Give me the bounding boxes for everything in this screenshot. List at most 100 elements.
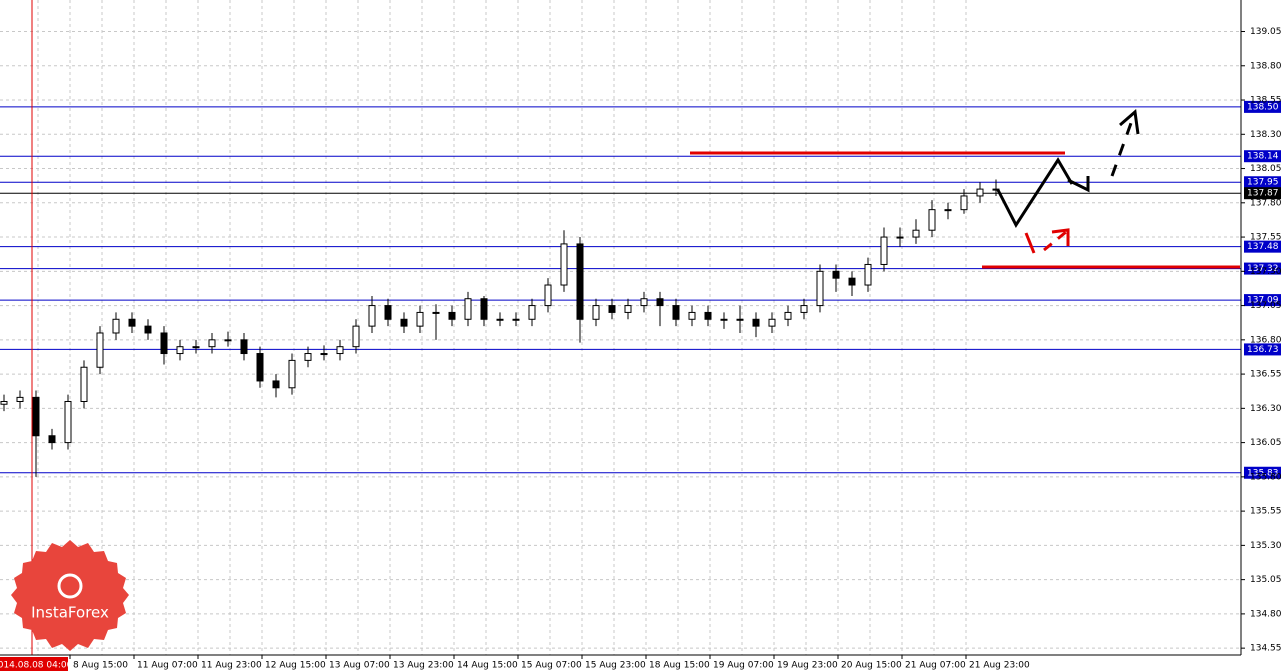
y-tick-label: 134.55 bbox=[1250, 644, 1282, 654]
candle-body bbox=[928, 209, 936, 231]
candle-body bbox=[0, 400, 8, 405]
x-tick-label: 15 Aug 07:00 bbox=[521, 661, 582, 671]
level-label-bg bbox=[1244, 187, 1281, 200]
y-tick-label: 135.80 bbox=[1250, 472, 1282, 482]
candle-body bbox=[848, 277, 856, 286]
level-label: 137.48 bbox=[1247, 242, 1279, 252]
y-tick-label: 138.30 bbox=[1250, 130, 1282, 140]
x-tick-label: 14 Aug 15:00 bbox=[457, 661, 518, 671]
candle-body bbox=[912, 229, 920, 238]
y-tick-label: 136.80 bbox=[1250, 335, 1282, 345]
candle-body bbox=[384, 305, 392, 320]
alt-arrow bbox=[1051, 228, 1070, 246]
candle-body bbox=[48, 435, 56, 444]
x-tick-label: 21 Aug 07:00 bbox=[905, 661, 966, 671]
candle-body bbox=[480, 298, 488, 320]
candle-body bbox=[960, 195, 968, 211]
x-tick-label: 12 Aug 15:00 bbox=[265, 661, 326, 671]
candle-body bbox=[880, 236, 888, 265]
candle-body bbox=[304, 353, 312, 361]
x-tick-label: 11 Aug 07:00 bbox=[137, 661, 198, 671]
candle-body bbox=[896, 236, 904, 239]
candle-body bbox=[640, 298, 648, 307]
candle-body bbox=[80, 366, 88, 402]
alt-path bbox=[1024, 232, 1036, 254]
level-label: 136.73 bbox=[1247, 345, 1279, 355]
level-label: 137.32 bbox=[1247, 264, 1279, 274]
level-label: 138.14 bbox=[1247, 152, 1279, 162]
candle-body bbox=[224, 339, 232, 342]
candle-body bbox=[416, 311, 424, 327]
candle-body bbox=[800, 305, 808, 313]
candle-body bbox=[544, 284, 552, 307]
candle-body bbox=[336, 346, 344, 355]
y-tick-label: 134.80 bbox=[1250, 609, 1282, 619]
candles bbox=[0, 179, 1000, 477]
x-tick-label: 13 Aug 23:00 bbox=[393, 661, 454, 671]
candle-body bbox=[368, 305, 376, 327]
candle-body bbox=[768, 318, 776, 327]
candle-body bbox=[688, 311, 696, 320]
y-tick-label: 136.55 bbox=[1250, 370, 1282, 380]
candle-body bbox=[96, 332, 104, 368]
candle-body bbox=[576, 243, 584, 320]
axis-labels: 134.55 134.80 135.05 135.30 135.55 135.80 136.… bbox=[69, 27, 1282, 671]
y-tick-label: 135.30 bbox=[1250, 541, 1282, 551]
level-label-bg bbox=[1244, 262, 1281, 275]
candle-body bbox=[864, 263, 872, 286]
candle-body bbox=[128, 318, 136, 327]
forecast-dashed-head bbox=[1119, 109, 1140, 135]
candle-body bbox=[320, 353, 328, 356]
y-tick-label: 137.55 bbox=[1250, 233, 1282, 243]
y-tick-label: 135.05 bbox=[1250, 575, 1282, 585]
y-tick-label: 138.55 bbox=[1250, 96, 1282, 106]
candle-body bbox=[272, 380, 280, 389]
level-label-bg bbox=[1244, 343, 1281, 356]
logo-text: InstaForex bbox=[31, 604, 109, 622]
candle-body bbox=[512, 318, 520, 321]
level-label-bg bbox=[1244, 294, 1281, 307]
y-tick-label: 136.30 bbox=[1250, 404, 1282, 414]
candle-body bbox=[592, 305, 600, 320]
level-label-bg bbox=[1244, 150, 1281, 163]
candle-body bbox=[432, 311, 440, 314]
candle-body bbox=[288, 359, 296, 389]
x-tick-label: 13 Aug 07:00 bbox=[329, 661, 390, 671]
candle-body bbox=[352, 325, 360, 348]
candle-body bbox=[656, 298, 664, 307]
y-tick-label: 137.05 bbox=[1250, 301, 1282, 311]
y-tick-label: 138.80 bbox=[1250, 61, 1282, 71]
candle-body bbox=[736, 318, 744, 321]
candle-body bbox=[112, 318, 120, 334]
x-tick-label: 19 Aug 23:00 bbox=[777, 661, 838, 671]
candle-body bbox=[816, 270, 824, 307]
candle-body bbox=[784, 311, 792, 320]
candle-body bbox=[608, 305, 616, 313]
candle-body bbox=[240, 339, 248, 355]
candle-body bbox=[976, 188, 984, 197]
x-tick-label: 8 Aug 15:00 bbox=[73, 661, 128, 671]
candle-body bbox=[144, 325, 152, 334]
level-label-bg bbox=[1244, 240, 1281, 253]
y-tick-label: 137.30 bbox=[1250, 267, 1282, 277]
candle-body bbox=[32, 396, 40, 437]
start-label-bg bbox=[0, 657, 68, 671]
alt-path-dashed bbox=[1043, 230, 1067, 252]
candle-body bbox=[496, 318, 504, 321]
x-tick-label: 15 Aug 23:00 bbox=[585, 661, 646, 671]
logo-icon bbox=[57, 573, 83, 599]
candle-body bbox=[672, 305, 680, 320]
y-tick-label: 135.55 bbox=[1250, 507, 1282, 517]
grid bbox=[0, 0, 1241, 655]
forecast-path bbox=[996, 157, 1074, 228]
candle-body bbox=[464, 298, 472, 320]
y-tick-label: 138.05 bbox=[1250, 164, 1282, 174]
candle-body bbox=[160, 332, 168, 355]
levels: 138.50138.14137.95137.87137.48137.32137.… bbox=[0, 100, 1281, 479]
candle-body bbox=[704, 311, 712, 320]
y-tick-label: 137.80 bbox=[1250, 198, 1282, 208]
candle-body bbox=[16, 396, 24, 402]
x-tick-label: 11 Aug 23:00 bbox=[201, 661, 262, 671]
